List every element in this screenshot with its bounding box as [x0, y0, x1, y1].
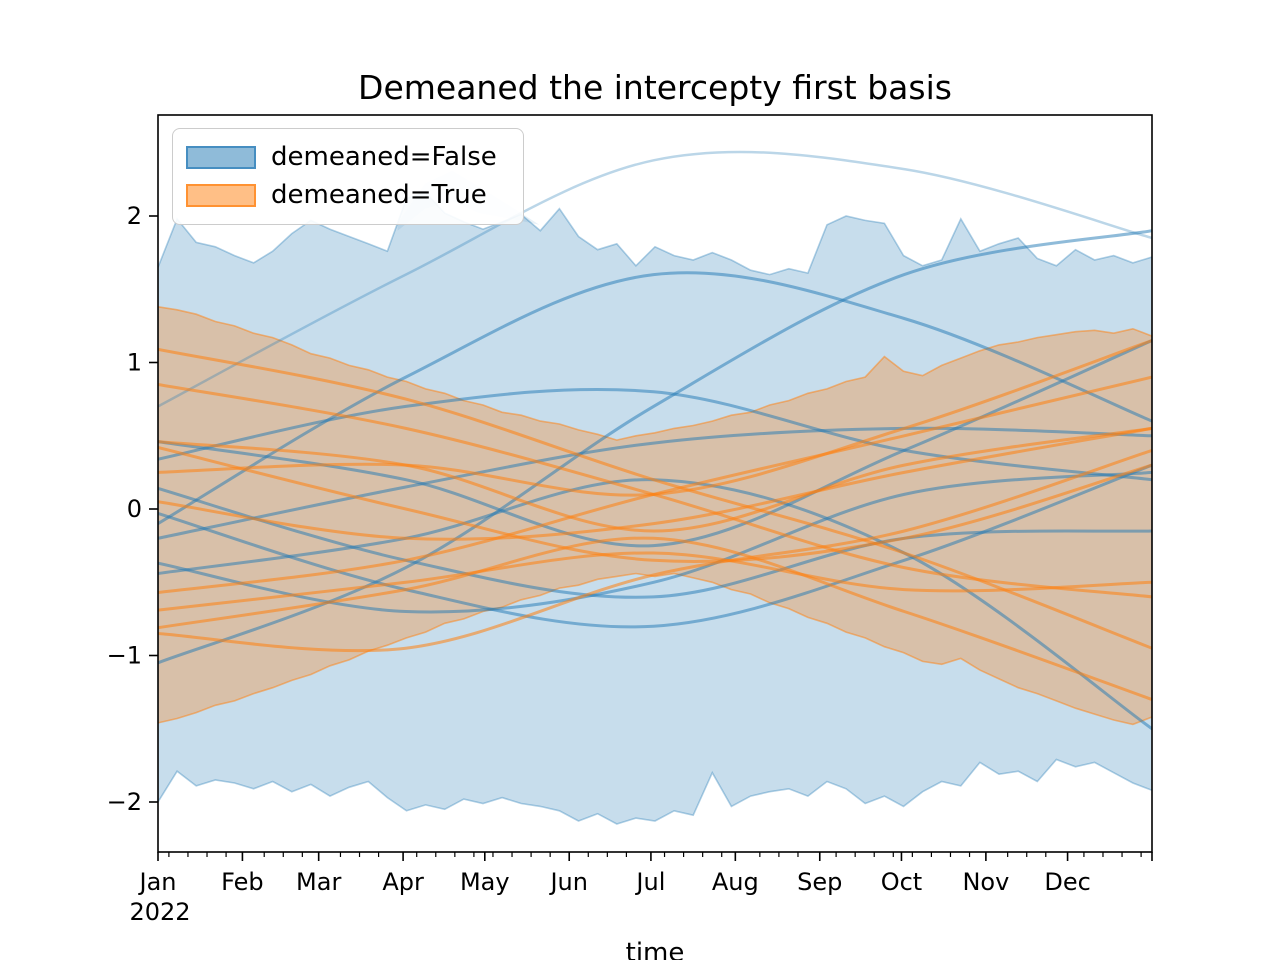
legend-label-true: demeaned=True — [271, 180, 487, 210]
curve-true-6 — [158, 426, 1152, 541]
x-tick-label-sep: Sep — [797, 868, 842, 896]
curve-true-3 — [158, 426, 1152, 533]
x-tick-label-dec: Dec — [1044, 868, 1090, 896]
x-tick-label-feb: Feb — [221, 868, 264, 896]
x-axis-year-label: 2022 — [129, 898, 191, 926]
legend: demeaned=False demeaned=True — [172, 128, 524, 225]
y-tick-label-2: 2 — [127, 202, 142, 230]
curve-false-2 — [158, 229, 1152, 665]
band-upper-edge-false — [158, 191, 1152, 276]
x-tick-label-jan: Jan — [138, 868, 177, 896]
legend-item-demeaned-true: demeaned=True — [186, 178, 523, 212]
curve-false-6 — [158, 426, 1152, 540]
x-tick-label-may: May — [460, 868, 510, 896]
band-lower-edge-false — [158, 758, 1152, 825]
curve-true-4 — [158, 446, 1152, 563]
y-tick-label-−1: −1 — [107, 642, 142, 670]
band-lower-edge-true — [158, 572, 1152, 726]
axes-spines — [157, 114, 1153, 853]
curve-true-10 — [158, 448, 1152, 653]
x-tick-label-jul: Jul — [634, 868, 665, 896]
y-tick-label-1: 1 — [127, 349, 142, 377]
x-tick-label-nov: Nov — [962, 868, 1009, 896]
chart-title: Demeaned the intercepty first basis — [358, 68, 952, 107]
y-axis-ticks: 2 1 0 −1 −2 — [107, 202, 158, 816]
curve-false-arc-light — [158, 150, 1152, 408]
y-tick-label-−2: −2 — [107, 788, 142, 816]
curve-false-1 — [158, 271, 1152, 526]
x-tick-label-apr: Apr — [382, 868, 424, 896]
x-axis-ticks: Jan Feb Mar Apr May Jun Jul Aug Sep Oct Nov Dec — [138, 852, 1153, 896]
curve-true-8 — [158, 551, 1152, 612]
legend-label-false: demeaned=False — [271, 142, 497, 172]
curve-true-1 — [158, 347, 1152, 650]
curve-true-7 — [158, 375, 1152, 594]
legend-item-demeaned-false: demeaned=False — [186, 140, 523, 174]
x-tick-label-oct: Oct — [881, 868, 923, 896]
band-fill-false — [158, 192, 1152, 825]
x-tick-label-jun: Jun — [548, 868, 588, 896]
band-fill-true — [158, 306, 1152, 725]
curve-false-5 — [158, 463, 1152, 629]
legend-swatch-false — [186, 145, 256, 169]
data-layer — [158, 150, 1152, 825]
curve-true-9 — [158, 536, 1152, 701]
y-tick-label-0: 0 — [127, 495, 142, 523]
curve-false-4 — [158, 387, 1152, 482]
curve-false-9 — [158, 487, 1152, 599]
x-tick-label-mar: Mar — [296, 868, 341, 896]
x-axis-title: time — [625, 938, 685, 960]
x-tick-label-aug: Aug — [712, 868, 759, 896]
legend-swatch-true — [186, 183, 256, 207]
curve-false-7 — [158, 470, 1152, 614]
